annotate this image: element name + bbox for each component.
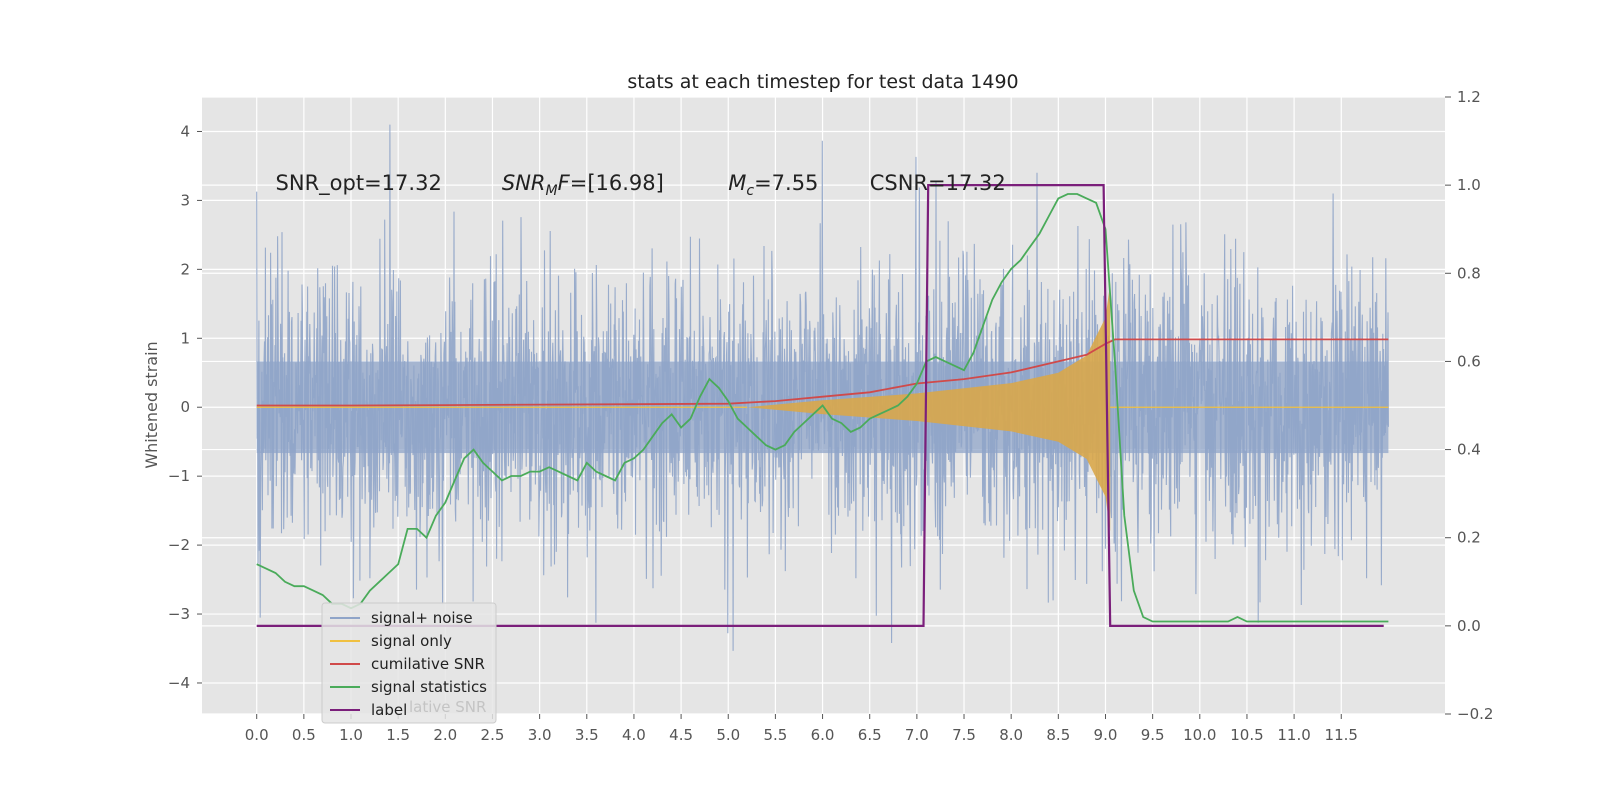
y-tick-label: −2 xyxy=(168,536,190,554)
annotation-math-italic: F xyxy=(558,171,571,195)
annotation-math-main: SNR xyxy=(502,171,546,195)
legend-box xyxy=(321,602,497,724)
x-tick-label: 5.5 xyxy=(763,726,787,744)
legend-label: label xyxy=(371,701,407,719)
annotation-math-main: M xyxy=(728,171,746,195)
x-tick-label: 1.0 xyxy=(339,726,363,744)
annotation-math-sub: M xyxy=(546,183,558,199)
x-tick-label: 5.0 xyxy=(716,726,740,744)
x-tick-label: 3.5 xyxy=(575,726,599,744)
y2-tick-label: 0.2 xyxy=(1457,529,1481,547)
x-tick-label: 1.5 xyxy=(386,726,410,744)
y2-tick-label: 0.4 xyxy=(1457,441,1481,459)
legend-label: cumilative SNR xyxy=(371,655,485,673)
chart-title: stats at each timestep for test data 149… xyxy=(627,71,1018,93)
y-tick-label: 4 xyxy=(180,122,190,140)
y-tick-label: 1 xyxy=(180,329,190,347)
x-tick-label: 0.0 xyxy=(245,726,269,744)
x-tick-label: 11.0 xyxy=(1277,726,1310,744)
y2-tick-label: 0.6 xyxy=(1457,352,1481,370)
x-tick-label: 2.5 xyxy=(481,726,505,744)
signal-only-series xyxy=(256,283,1389,532)
x-tick-label: 4.0 xyxy=(622,726,646,744)
y2-tick-label: 0.8 xyxy=(1457,264,1481,282)
x-tick-label: 4.5 xyxy=(669,726,693,744)
y-tick-label: −1 xyxy=(168,467,190,485)
y2-tick-label: −0.2 xyxy=(1457,705,1493,723)
x-tick-label: 11.5 xyxy=(1325,726,1358,744)
x-tick-label: 9.5 xyxy=(1141,726,1165,744)
annotation-text: SNRMF=[16.98] xyxy=(502,171,664,199)
x-tick-label: 3.0 xyxy=(528,726,552,744)
y-axis-left: −4 −3 −2 −1 0 1 2 3 4 xyxy=(168,122,202,692)
x-tick-label: 2.0 xyxy=(433,726,457,744)
x-tick-label: 10.0 xyxy=(1183,726,1216,744)
annotation-math-value: =[16.98] xyxy=(570,171,664,195)
legend-label: signal+ noise xyxy=(371,609,473,627)
signal-envelope xyxy=(747,283,1111,532)
x-axis: 0.0 0.5 1.0 1.5 2.0 2.5 3.0 3.5 4.0 4.5 5.0 5.5 6.0 6… xyxy=(245,714,1358,744)
annotation-text: CSNR=17.32 xyxy=(870,171,1006,195)
x-tick-label: 8.5 xyxy=(1046,726,1070,744)
annotations: SNR_opt=17.32 SNRMF=[16.98] Mc=7.55 CSNR=17… xyxy=(276,171,1006,199)
legend-overlap-text: lative SNR xyxy=(409,698,486,716)
y-tick-label: −4 xyxy=(168,674,190,692)
series-label xyxy=(256,184,1384,627)
y2-tick-label: 1.2 xyxy=(1457,88,1481,106)
y2-tick-label: 0.0 xyxy=(1457,617,1481,635)
y-axis-right: −0.2 0.0 0.2 0.4 0.6 0.8 1.0 1.2 xyxy=(1445,88,1493,723)
y-tick-label: 2 xyxy=(180,260,190,278)
y2-tick-label: 1.0 xyxy=(1457,176,1481,194)
x-tick-label: 6.0 xyxy=(811,726,835,744)
x-tick-label: 8.0 xyxy=(999,726,1023,744)
annotation-text: Mc=7.55 xyxy=(728,171,818,199)
annotation-text: SNR_opt=17.32 xyxy=(276,171,442,196)
series-signal-statistics xyxy=(256,193,1389,623)
annotation-math-rest: F=[16.98] xyxy=(558,171,664,195)
legend: lative SNR signal+ noise signal only cumila… xyxy=(321,602,497,724)
legend-label: signal statistics xyxy=(371,678,487,696)
right-axis-series xyxy=(256,184,1389,627)
x-tick-label: 10.5 xyxy=(1230,726,1263,744)
y-axis-label: Whitened strain xyxy=(142,341,161,468)
x-tick-label: 7.5 xyxy=(952,726,976,744)
annotation-math-sub: c xyxy=(746,183,754,199)
x-tick-label: 9.0 xyxy=(1094,726,1118,744)
x-tick-label: 6.5 xyxy=(858,726,882,744)
x-tick-label: 0.5 xyxy=(292,726,316,744)
legend-label: signal only xyxy=(371,632,452,650)
annotation-math-rest: =7.55 xyxy=(754,171,818,195)
y-tick-label: 0 xyxy=(180,398,190,416)
y-tick-label: 3 xyxy=(180,191,190,209)
x-tick-label: 7.0 xyxy=(905,726,929,744)
y-tick-label: −3 xyxy=(168,605,190,623)
